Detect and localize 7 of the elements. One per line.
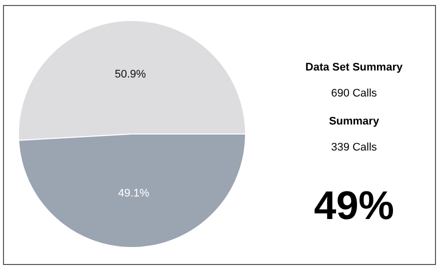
text: Data Set Summary xyxy=(305,62,404,74)
text: Summary xyxy=(328,116,380,128)
text: 49% xyxy=(314,184,394,228)
data-label: 50.9% xyxy=(114,68,146,80)
text: 339 Calls xyxy=(331,142,378,154)
data-label: 49.1% xyxy=(118,188,150,200)
text: 690 Calls xyxy=(331,88,378,100)
